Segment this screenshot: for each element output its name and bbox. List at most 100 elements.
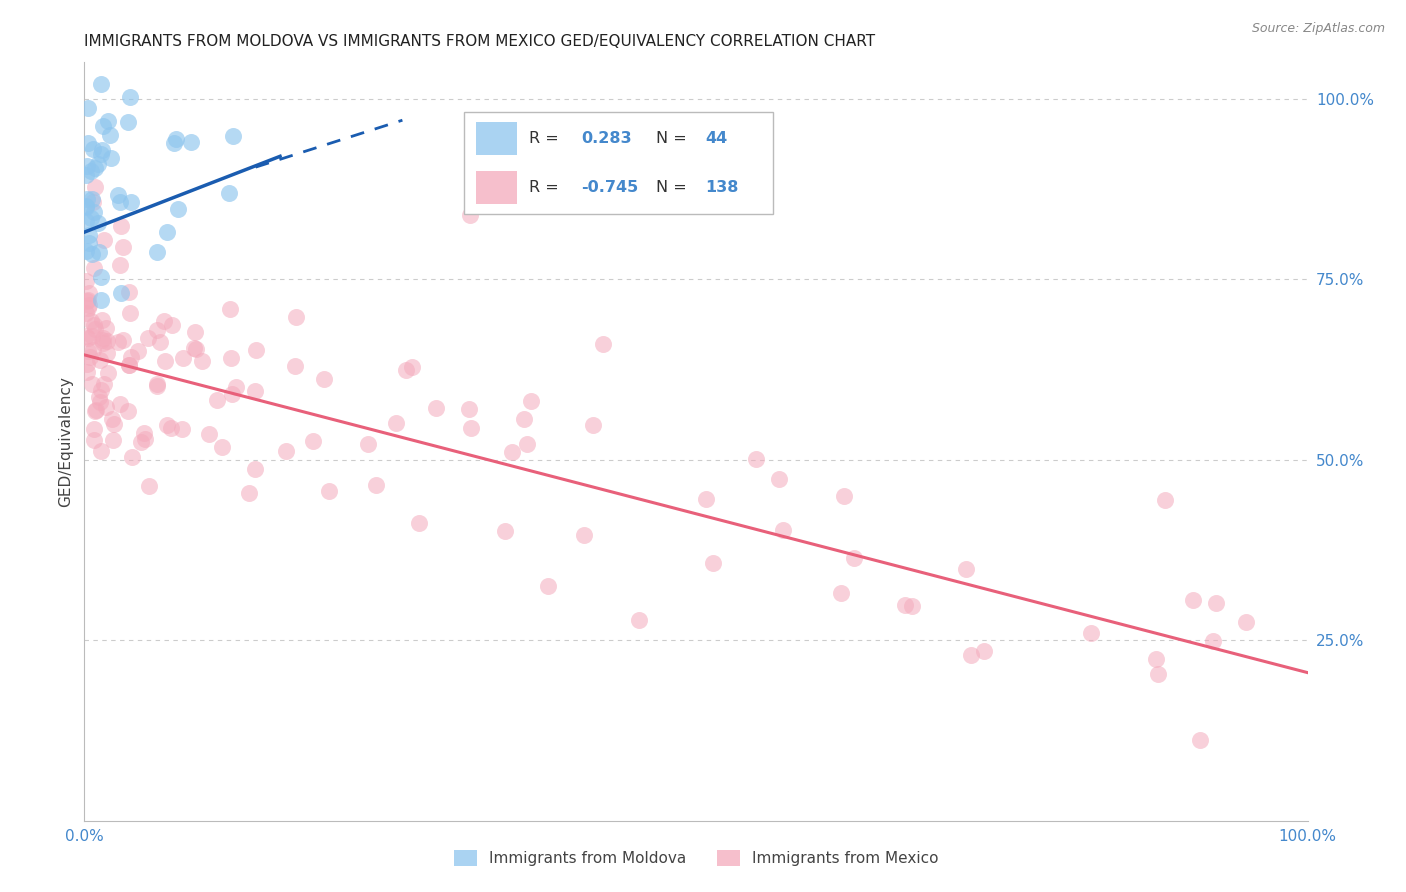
Point	[80, 164, 103, 178]
Text: R =: R =	[529, 180, 564, 195]
Point	[702, 556, 724, 570]
Point	[87, 390, 110, 404]
Point	[90, 384, 112, 398]
Point	[145, 376, 167, 391]
Point	[84, 403, 107, 417]
Point	[118, 358, 141, 372]
Point	[458, 208, 481, 222]
Point	[76, 159, 98, 173]
Text: 0.283: 0.283	[582, 130, 633, 145]
Point	[107, 334, 129, 349]
Point	[1144, 651, 1167, 665]
FancyBboxPatch shape	[477, 171, 516, 204]
Point	[165, 132, 187, 146]
Point	[136, 331, 159, 345]
Point	[408, 516, 430, 530]
Point	[274, 444, 297, 458]
Point	[110, 219, 132, 234]
Point	[960, 648, 983, 663]
Point	[520, 393, 543, 408]
Point	[89, 394, 111, 409]
Point	[112, 240, 135, 254]
Point	[82, 195, 104, 210]
Point	[973, 644, 995, 658]
Point	[86, 216, 108, 230]
Point	[79, 297, 101, 311]
Point	[357, 437, 380, 451]
Point	[83, 433, 105, 447]
Point	[90, 443, 112, 458]
Point	[285, 310, 308, 325]
Point	[91, 335, 114, 350]
Point	[183, 341, 205, 355]
Point	[90, 77, 112, 91]
Point	[494, 524, 516, 538]
Point	[134, 432, 156, 446]
Point	[460, 421, 482, 435]
Point	[93, 233, 115, 247]
Point	[138, 479, 160, 493]
Point	[101, 433, 124, 447]
Legend: Immigrants from Moldova, Immigrants from Mexico: Immigrants from Moldova, Immigrants from…	[454, 850, 938, 866]
Point	[83, 318, 105, 332]
Point	[695, 492, 717, 507]
Point	[84, 180, 107, 194]
Point	[842, 551, 865, 566]
Point	[501, 445, 523, 459]
Point	[218, 301, 240, 316]
Point	[82, 343, 104, 357]
Point	[89, 353, 111, 368]
Point	[100, 152, 122, 166]
Point	[76, 101, 98, 115]
Point	[80, 377, 103, 392]
Point	[457, 402, 479, 417]
Point	[76, 136, 98, 150]
Point	[108, 195, 131, 210]
Point	[1181, 593, 1204, 607]
Point	[94, 321, 117, 335]
Point	[77, 344, 100, 359]
Point	[894, 598, 917, 612]
Point	[170, 421, 193, 435]
Point	[515, 437, 537, 451]
Point	[1147, 667, 1170, 681]
Point	[110, 397, 132, 411]
Text: R =: R =	[529, 130, 564, 145]
Point	[572, 528, 595, 542]
Point	[537, 579, 560, 593]
Point	[80, 329, 103, 343]
Text: 138: 138	[706, 180, 738, 195]
Point	[110, 286, 132, 301]
Point	[205, 393, 228, 408]
Point	[284, 359, 307, 373]
Point	[172, 351, 194, 366]
Point	[84, 403, 107, 417]
Point	[76, 192, 98, 206]
Point	[364, 477, 387, 491]
Point	[745, 451, 768, 466]
Point	[87, 245, 110, 260]
Point	[146, 244, 169, 259]
Text: 44: 44	[706, 130, 727, 145]
Point	[222, 128, 245, 143]
Point	[146, 323, 169, 337]
Point	[314, 371, 336, 385]
Point	[243, 384, 266, 398]
Point	[156, 418, 179, 433]
Point	[75, 199, 97, 213]
Point	[75, 168, 97, 182]
Point	[98, 128, 121, 142]
Point	[186, 342, 208, 356]
Point	[180, 136, 202, 150]
Point	[108, 258, 131, 272]
Point	[77, 286, 100, 301]
Point	[96, 346, 118, 360]
Point	[120, 350, 142, 364]
Point	[425, 401, 447, 416]
Point	[101, 412, 124, 426]
Point	[191, 353, 214, 368]
Text: N =: N =	[655, 180, 692, 195]
Point	[218, 186, 240, 201]
Point	[155, 354, 177, 368]
Point	[93, 376, 115, 391]
